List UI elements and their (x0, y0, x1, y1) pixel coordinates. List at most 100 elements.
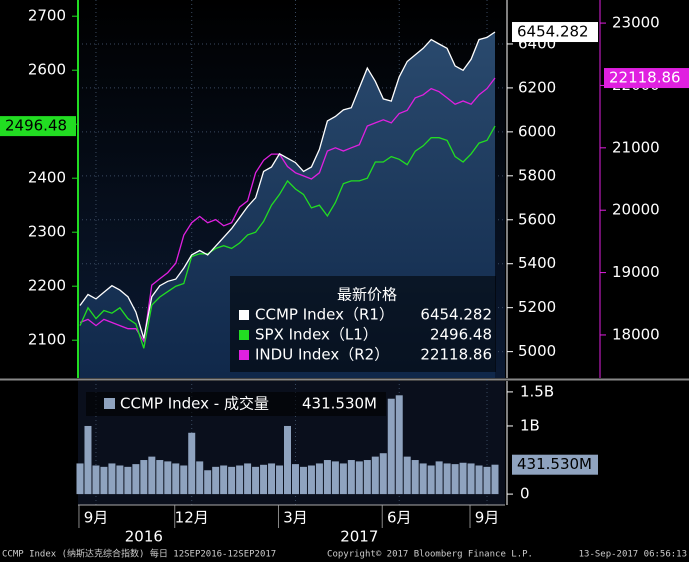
line (79, 77, 496, 344)
last-value-label: 2496.48 (5, 117, 67, 135)
volume-legend-value: 431.530M (302, 395, 377, 413)
y3-tick-label: 20000 (612, 201, 660, 219)
volume-bar (435, 461, 443, 495)
y2-tick-label: 6000 (518, 122, 556, 140)
volume-bar (323, 460, 331, 495)
y3-tick-label: 19000 (612, 263, 660, 281)
volume-bar (315, 463, 323, 495)
legend-label: CCMP Index（R1） (255, 306, 394, 324)
volume-bar (443, 463, 451, 495)
volume-tick-label: 1B (520, 416, 540, 434)
legend-swatch (239, 330, 249, 340)
x-tick-label: 9月 (84, 509, 109, 527)
y2-tick-label: 5400 (518, 254, 556, 272)
x-tick-label: 3月 (283, 509, 308, 527)
volume-bar (140, 460, 148, 495)
volume-bar (491, 464, 499, 495)
volume-bar (419, 463, 427, 495)
volume-legend-label: CCMP Index - 成交量 (120, 395, 269, 413)
y2-tick-label: 5200 (518, 298, 556, 316)
last-value-label: 431.530M (517, 455, 592, 473)
legend-value: 2496.48 (430, 326, 492, 344)
legend-swatch (104, 398, 115, 409)
footer-text: 13-Sep-2017 06:56:13 (579, 550, 687, 560)
volume-bar (427, 465, 435, 495)
legend-value: 6454.282 (420, 306, 492, 324)
volume-bar (475, 465, 483, 495)
volume-bar (363, 460, 371, 495)
volume-bar (299, 466, 307, 495)
volume-bar (228, 466, 236, 495)
y2-tick-label: 6200 (518, 78, 556, 96)
volume-bar (483, 466, 491, 495)
last-value-label: 22118.86 (609, 69, 681, 87)
volume-bar (84, 425, 92, 495)
volume-bar (371, 456, 379, 495)
last-value-label: 6454.282 (517, 23, 589, 41)
legend-value: 22118.86 (420, 346, 492, 364)
volume-bar (108, 463, 116, 495)
volume-bar (92, 465, 100, 495)
volume-bar (252, 466, 260, 495)
volume-tick-label: 0 (520, 485, 530, 503)
volume-legend-box (86, 392, 386, 416)
volume-bar (148, 456, 156, 495)
y3-tick-label: 21000 (612, 138, 660, 156)
volume-bar (467, 463, 475, 495)
volume-bar (188, 432, 196, 495)
volume-bar (347, 460, 355, 495)
y-tick-label: 2700 (28, 7, 66, 25)
legend-label: INDU Index（R2） (255, 346, 389, 364)
legend-swatch (239, 350, 249, 360)
volume-bar (100, 466, 108, 495)
volume-bar (331, 461, 339, 495)
volume-tick-label: 1.5B (520, 382, 554, 400)
volume-bar (379, 453, 387, 495)
line (79, 125, 496, 349)
volume-bar (204, 470, 212, 495)
last-value-tag (512, 454, 598, 475)
volume-bar (355, 461, 363, 495)
volume-bar (260, 464, 268, 495)
y2-tick-label: 5000 (518, 342, 556, 360)
last-value-tag (604, 68, 689, 89)
volume-bar (132, 464, 140, 495)
y2-tick-label: 5600 (518, 210, 556, 228)
year-label: 2017 (340, 528, 378, 546)
footer-text: Copyright© 2017 Bloomberg Finance L.P. (327, 550, 533, 560)
volume-bar (459, 462, 467, 495)
legend-label: SPX Index（L1） (255, 326, 378, 344)
volume-bar (291, 464, 299, 495)
volume-bar (339, 463, 347, 495)
volume-bar (164, 461, 172, 495)
y-tick-label: 2100 (28, 331, 66, 349)
volume-bar (236, 465, 244, 495)
last-value-tag (512, 22, 598, 43)
volume-bar (244, 463, 252, 495)
volume-bar (307, 465, 315, 495)
volume-bar (196, 461, 204, 495)
volume-bar (276, 465, 284, 495)
volume-bar (268, 463, 276, 495)
legend-title: 最新价格 (337, 286, 397, 304)
volume-bar (116, 465, 124, 495)
volume-bar (220, 465, 228, 495)
legend-swatch (239, 310, 249, 320)
line (79, 31, 496, 339)
y-tick-label: 2400 (28, 169, 66, 187)
x-tick-label: 12月 (175, 509, 209, 527)
volume-bar (76, 463, 84, 495)
legend-box (230, 276, 496, 372)
y3-tick-label: 23000 (612, 14, 660, 32)
volume-bar (172, 463, 180, 495)
volume-bar (411, 460, 419, 495)
volume-bar (387, 398, 395, 495)
year-label: 2016 (125, 528, 163, 546)
y-tick-label: 2300 (28, 223, 66, 241)
volume-bar (124, 466, 132, 495)
y-tick-label: 2200 (28, 277, 66, 295)
volume-bar (156, 460, 164, 495)
x-tick-label: 9月 (475, 509, 500, 527)
last-value-tag (0, 116, 76, 137)
